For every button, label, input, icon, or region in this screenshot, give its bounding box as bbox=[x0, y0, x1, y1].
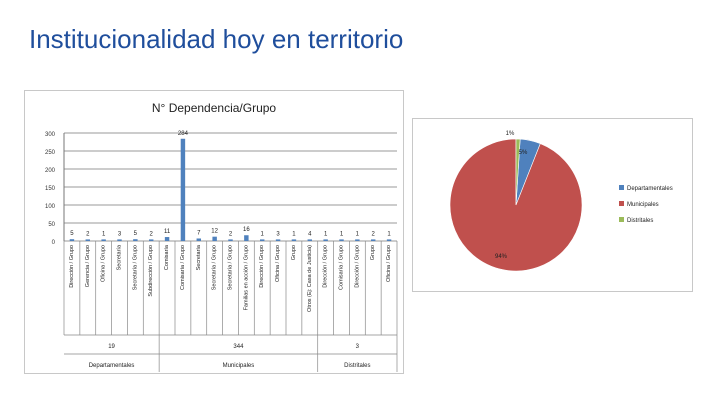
bar bbox=[196, 238, 202, 241]
group-total-label: 3 bbox=[356, 344, 360, 350]
y-tick-label: 50 bbox=[48, 222, 55, 228]
y-tick-label: 150 bbox=[45, 186, 56, 192]
y-tick-label: 300 bbox=[45, 132, 56, 138]
bar-value-label: 2 bbox=[372, 231, 376, 237]
x-tick-label: Dirección / Grupo bbox=[354, 245, 360, 288]
group-name-label: Municipales bbox=[223, 363, 255, 369]
x-tick-label: Dirección / Grupo bbox=[69, 245, 75, 288]
bar-value-label: 3 bbox=[118, 231, 122, 237]
bar-value-label: 16 bbox=[243, 227, 250, 233]
legend-swatch bbox=[619, 217, 624, 222]
bar-value-label: 3 bbox=[276, 231, 280, 237]
x-tick-label: Grupo bbox=[291, 245, 297, 260]
x-tick-label: Secretaría bbox=[117, 244, 123, 270]
legend-label: Departamentales bbox=[627, 186, 673, 192]
pie-data-label: 94% bbox=[495, 254, 508, 260]
bar bbox=[355, 239, 360, 241]
bar bbox=[133, 239, 138, 241]
bar bbox=[228, 239, 233, 241]
slide-title: Institucionalidad hoy en territorio bbox=[29, 24, 404, 54]
x-tick-label: Dirección / Grupo bbox=[259, 245, 265, 288]
bar bbox=[117, 239, 122, 241]
bar-value-label: 284 bbox=[178, 131, 189, 137]
pie-chart-frame: 5% 94% 1% Departamentales Municipales Distrit… bbox=[412, 118, 693, 292]
pie-data-label: 1% bbox=[506, 131, 515, 137]
bar bbox=[164, 237, 170, 241]
bar-value-label: 1 bbox=[356, 231, 360, 237]
bar bbox=[307, 239, 313, 241]
bar-value-label: 4 bbox=[308, 231, 312, 237]
y-tick-label: 100 bbox=[45, 204, 56, 210]
x-tick-label: Grupo bbox=[370, 245, 376, 260]
x-tick-label: Secretaría / Grupo bbox=[132, 245, 138, 290]
bar-value-label: 1 bbox=[340, 231, 344, 237]
bar-value-label: 2 bbox=[150, 231, 154, 237]
bar-value-label: 5 bbox=[70, 231, 74, 237]
legend-label: Distritales bbox=[627, 218, 653, 224]
bar-value-label: 1 bbox=[261, 231, 265, 237]
bar bbox=[275, 239, 281, 241]
bar bbox=[212, 236, 217, 241]
bar-value-label: 1 bbox=[292, 231, 296, 237]
group-total-label: 344 bbox=[233, 344, 244, 350]
x-tick-label: Comisaría / Grupo bbox=[180, 245, 186, 290]
legend-swatch bbox=[619, 185, 624, 190]
x-tick-label: Secretaría / Grupo bbox=[228, 245, 234, 290]
bar-chart: N° Dependencia/Grupo 0 50 100 150 200 250 300 5 D… bbox=[45, 101, 398, 372]
x-tick-label: Oficina / Grupo bbox=[275, 245, 281, 282]
pie-data-label: 5% bbox=[519, 150, 528, 156]
x-tick-label: Comisaría bbox=[164, 244, 170, 270]
bar bbox=[370, 239, 376, 241]
bar-chart-frame: N° Dependencia/Grupo 0 50 100 150 200 250 300 5 D… bbox=[24, 90, 404, 374]
bar-value-label: 1 bbox=[102, 231, 106, 237]
bar-value-label: 2 bbox=[229, 231, 233, 237]
bar bbox=[101, 239, 106, 241]
bar-chart-title: N° Dependencia/Grupo bbox=[152, 101, 277, 115]
x-tick-label: Comisaría / Grupo bbox=[339, 245, 345, 290]
x-tick-label: Gerencia / Grupo bbox=[85, 245, 91, 287]
bar-value-label: 1 bbox=[324, 231, 328, 237]
bar-value-label: 11 bbox=[164, 229, 171, 235]
bar bbox=[259, 239, 265, 241]
y-tick-label: 200 bbox=[45, 168, 56, 174]
x-tick-label: Oficina / Grupo bbox=[101, 245, 107, 282]
bar-value-label: 2 bbox=[86, 231, 90, 237]
legend-label: Municipales bbox=[627, 202, 659, 208]
x-tick-label: Secretaría bbox=[196, 244, 202, 270]
bar bbox=[69, 239, 75, 241]
bar bbox=[244, 235, 249, 241]
x-tick-label: Secretaría / Grupo bbox=[212, 245, 218, 290]
bar bbox=[386, 239, 392, 241]
x-tick-label: Otros (Ej: Casa de Justicia) bbox=[307, 245, 313, 312]
x-tick-label: Dirección / Grupo bbox=[323, 245, 329, 288]
x-tick-label: Subdirección / Grupo bbox=[148, 245, 154, 297]
y-tick-label: 250 bbox=[45, 150, 56, 156]
bar bbox=[291, 239, 297, 241]
group-name-label: Distritales bbox=[344, 363, 370, 369]
bar-value-label: 5 bbox=[134, 231, 138, 237]
bar bbox=[85, 239, 91, 241]
y-tick-label: 0 bbox=[52, 240, 56, 246]
bar bbox=[148, 239, 154, 241]
bar bbox=[339, 239, 344, 241]
bar-value-label: 12 bbox=[211, 229, 218, 235]
x-tick-label: Familias en acción / Grupo bbox=[243, 245, 249, 310]
group-total-label: 19 bbox=[108, 344, 115, 350]
bar bbox=[323, 239, 328, 241]
pie-chart: 5% 94% 1% Departamentales Municipales Distrit… bbox=[449, 131, 673, 272]
group-name-label: Departamentales bbox=[89, 363, 135, 369]
x-tick-label: Oficina / Grupo bbox=[386, 245, 392, 282]
bar-value-label: 1 bbox=[387, 231, 391, 237]
bar bbox=[180, 138, 186, 241]
legend-swatch bbox=[619, 201, 624, 206]
bar-value-label: 7 bbox=[197, 230, 201, 236]
pie-slice bbox=[515, 138, 521, 206]
